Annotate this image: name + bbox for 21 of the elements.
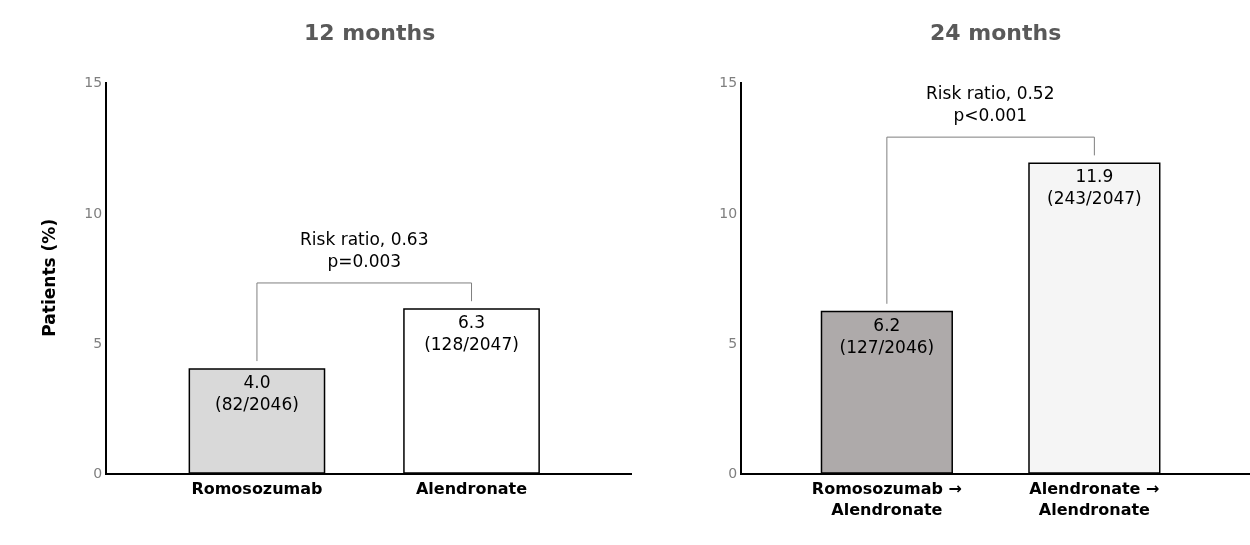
y-tick-label: 10 (719, 204, 738, 221)
annotation: Risk ratio, 0.52 p<0.001 (926, 83, 1055, 126)
y-tick-label: 0 (93, 464, 103, 481)
y-tick-label: 15 (84, 74, 103, 91)
y-tick-label: 10 (84, 204, 103, 221)
data-label: 4.0 (82/2046) (214, 371, 299, 414)
x-tick-label: Alendronate (415, 479, 528, 498)
x-tick-label: Romosozumab → Alendronate (811, 479, 962, 519)
data-label: 6.2 (127/2046) (839, 314, 935, 357)
data-label: 6.3 (128/2047) (424, 312, 519, 355)
y-tick-label: 5 (93, 334, 103, 351)
y-tick-label: 15 (719, 74, 738, 91)
y-tick-label: 0 (728, 464, 738, 481)
y-axis-title: Patients (%) (39, 218, 60, 337)
annotation: Risk ratio, 0.63 p=0.003 (300, 229, 429, 272)
x-tick-label: Romosozumab (191, 479, 323, 498)
chart-title: 12 months (304, 20, 436, 45)
chart-title: 24 months (930, 20, 1062, 45)
data-label: 11.9 (243/2047) (1047, 166, 1142, 209)
x-tick-label: Alendronate → Alendronate (1029, 479, 1160, 519)
y-tick-label: 5 (728, 334, 738, 351)
